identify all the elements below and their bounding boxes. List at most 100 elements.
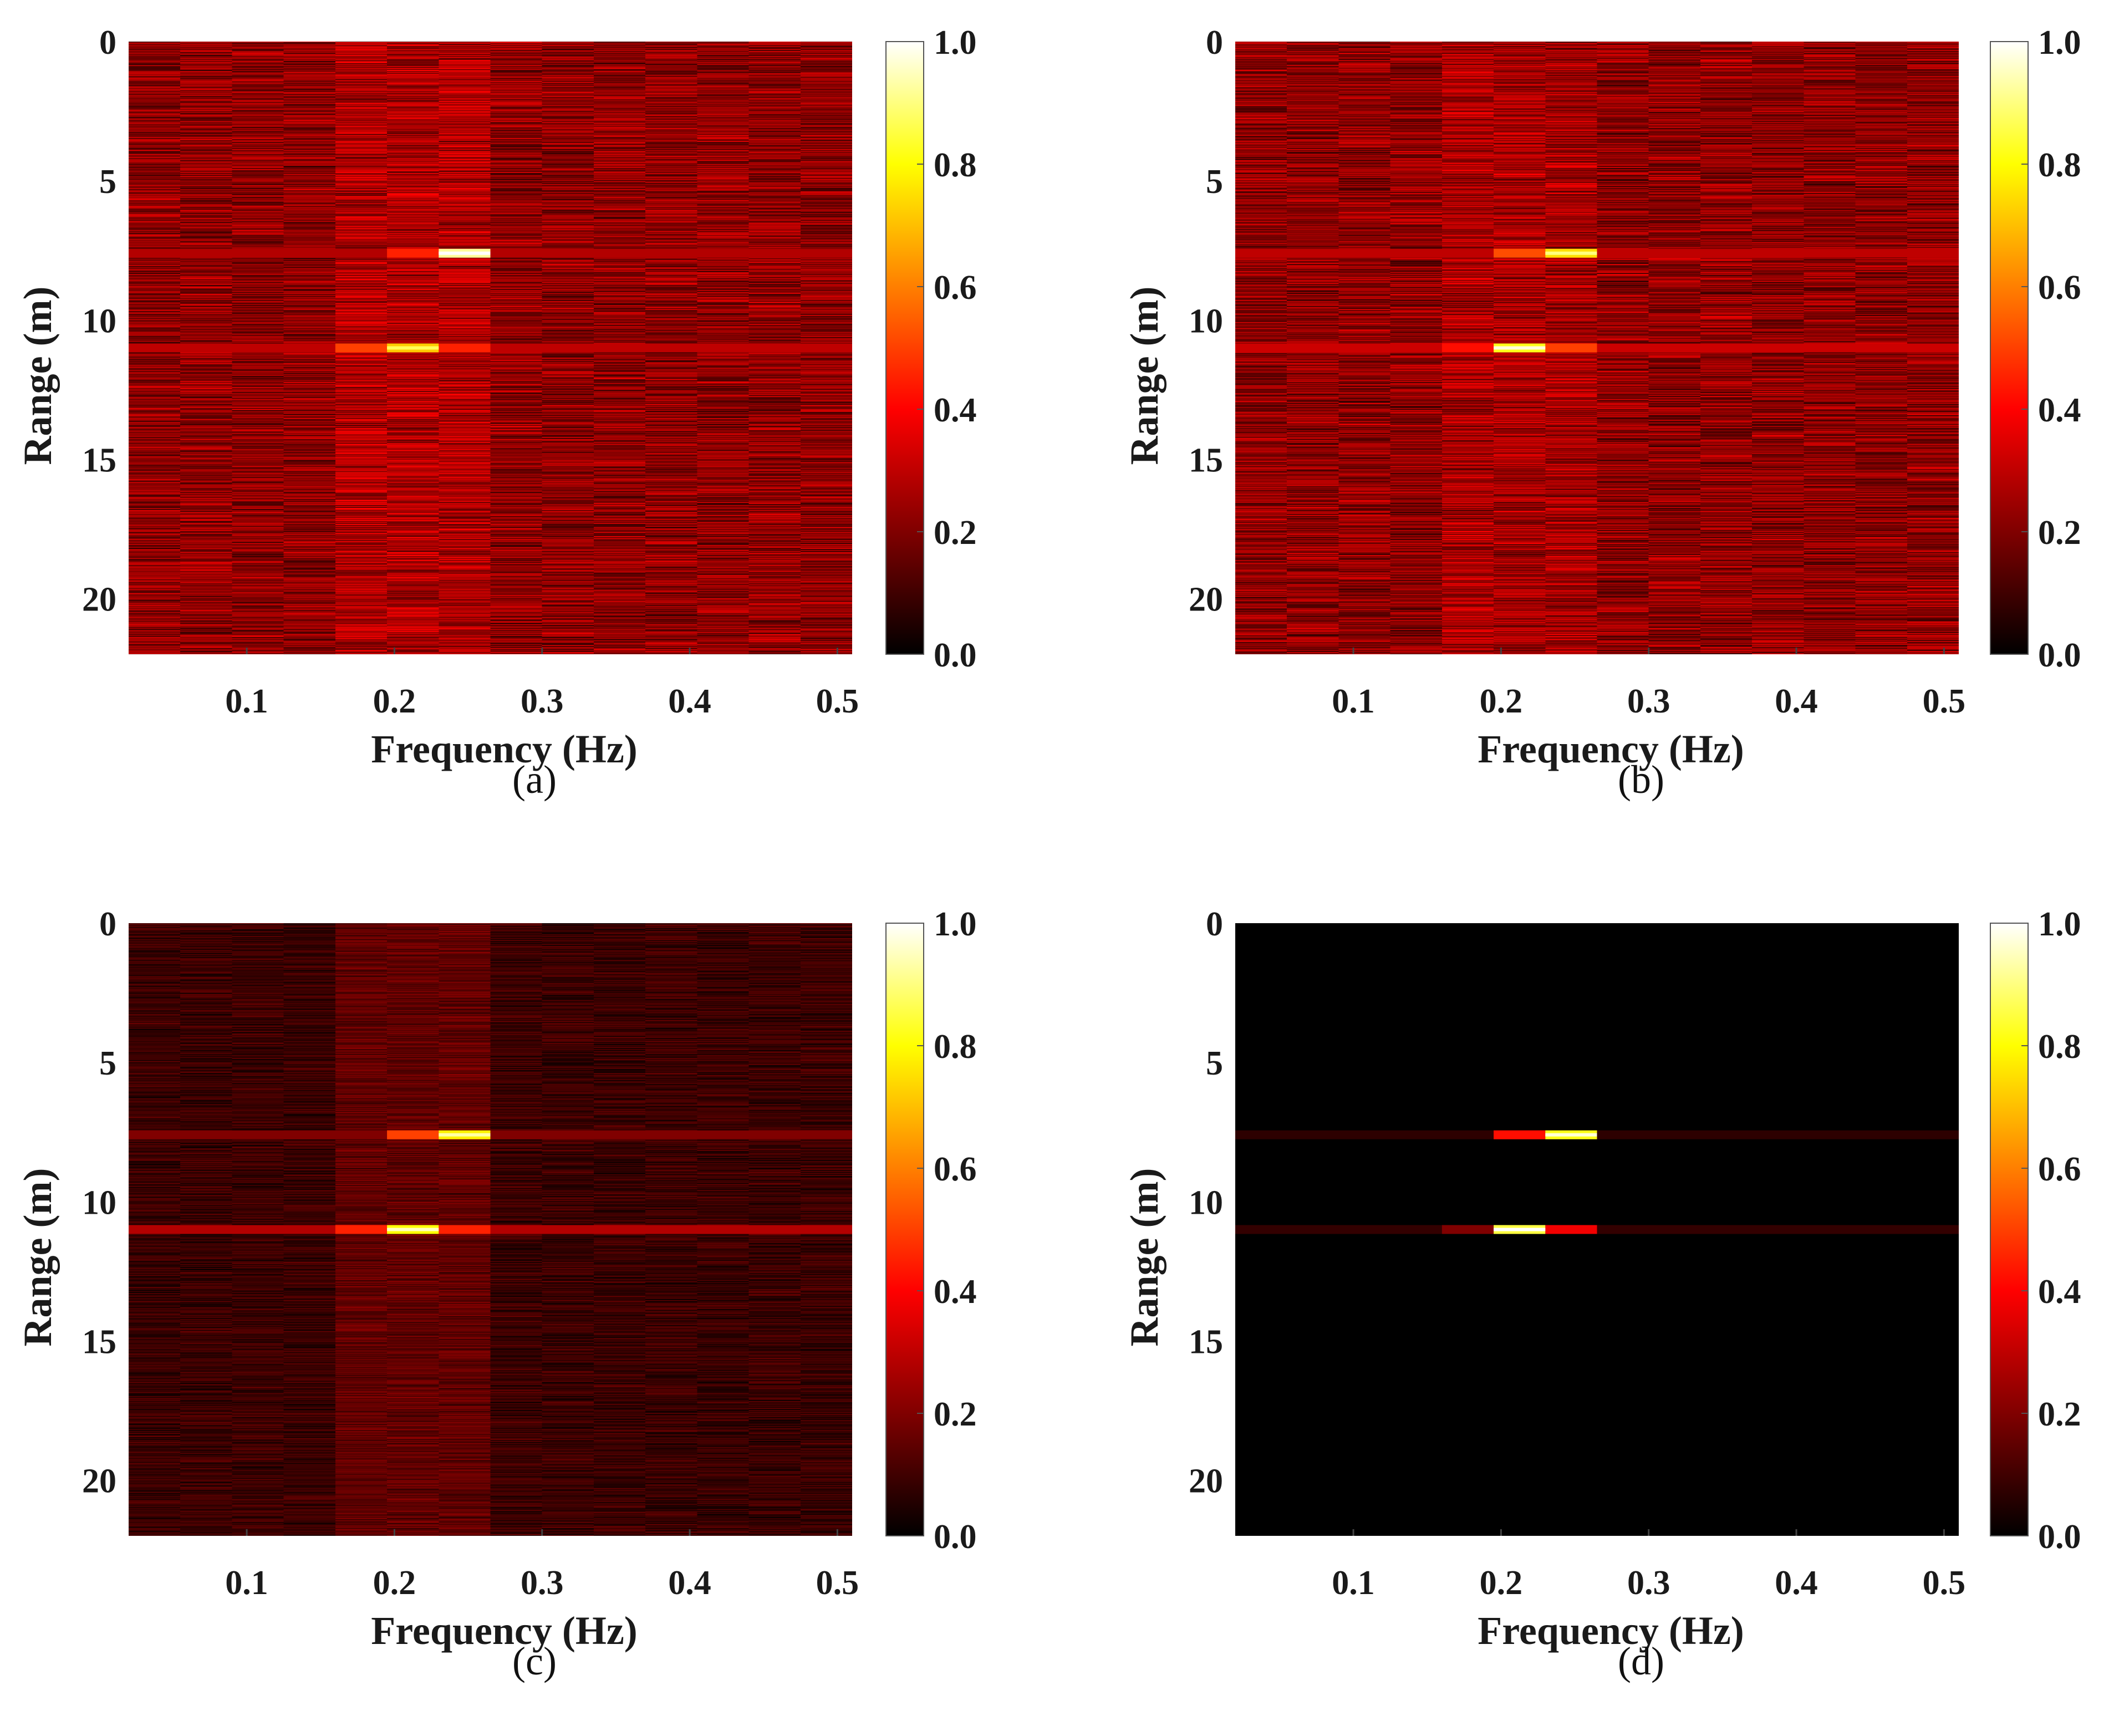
peak-mark [1494, 248, 1546, 258]
x-axis-label: Frequency (Hz) [1478, 727, 1744, 771]
peak-mark [1441, 343, 1494, 353]
peak-highlight [387, 346, 439, 350]
y-tick-label: 5 [1206, 1045, 1223, 1082]
panel-caption: (c) [512, 1639, 557, 1683]
colorbar-tick-label: 0.4 [2038, 1273, 2081, 1311]
peak-highlight [439, 251, 491, 255]
x-tick-label: 0.5 [816, 1564, 859, 1602]
colorbar-tick-label: 0.4 [934, 391, 977, 429]
y-tick-label: 15 [82, 441, 116, 479]
y-tick-label: 15 [1189, 441, 1223, 479]
colorbar [885, 923, 924, 1536]
peak-mark [1494, 1130, 1546, 1139]
x-tick-label: 0.4 [1775, 683, 1818, 720]
y-tick-label: 5 [99, 1045, 116, 1082]
x-axis-label: Frequency (Hz) [371, 727, 638, 771]
colorbar-tick-label: 0.6 [934, 269, 977, 307]
panel-caption: (b) [1618, 757, 1664, 802]
y-tick-label: 0 [1206, 24, 1223, 62]
colorbar-tick-label: 0.2 [2038, 514, 2081, 552]
x-tick-label: 0.3 [521, 683, 564, 720]
colorbar-tick-label: 1.0 [934, 905, 977, 943]
x-tick-label: 0.3 [1627, 683, 1670, 720]
peak-mark [387, 248, 439, 258]
panel-caption: (a) [512, 757, 557, 802]
colorbar-tick-label: 0.8 [934, 146, 977, 184]
y-tick-label: 0 [1206, 905, 1223, 943]
y-tick-label: 10 [82, 302, 116, 340]
y-tick-label: 20 [1189, 1463, 1223, 1500]
colorbar-tick-label: 0.0 [934, 637, 977, 674]
y-axis-label: Range (m) [16, 287, 60, 465]
colorbar-tick-label: 1.0 [934, 24, 977, 62]
y-tick-label: 10 [1189, 1184, 1223, 1221]
x-tick-label: 0.5 [816, 683, 859, 720]
x-tick-label: 0.1 [225, 683, 268, 720]
colorbar-tick-label: 0.2 [934, 514, 977, 552]
colorbar-tick-label: 0.8 [934, 1028, 977, 1066]
x-tick-label: 0.4 [668, 1564, 711, 1602]
colorbar [1990, 923, 2029, 1536]
y-tick-label: 20 [82, 581, 116, 619]
y-axis-label: Range (m) [1122, 287, 1166, 465]
peak-highlight [1545, 1133, 1597, 1137]
x-tick-label: 0.1 [1332, 683, 1375, 720]
y-tick-label: 20 [1189, 581, 1223, 619]
y-tick-label: 20 [82, 1463, 116, 1500]
x-tick-label: 0.5 [1923, 683, 1966, 720]
colorbar-tick-label: 0.8 [2038, 146, 2081, 184]
x-tick-label: 0.4 [668, 683, 711, 720]
peak-highlight [1545, 251, 1597, 255]
peak-mark [335, 1225, 388, 1234]
y-tick-label: 0 [99, 905, 116, 943]
y-tick-label: 0 [99, 24, 116, 62]
peak-mark [335, 343, 388, 353]
x-tick-label: 0.3 [521, 1564, 564, 1602]
colorbar-tick-label: 0.6 [2038, 269, 2081, 307]
peak-mark [439, 1225, 491, 1234]
y-tick-label: 15 [1189, 1323, 1223, 1361]
y-axis-label: Range (m) [1122, 1168, 1166, 1347]
colorbar-tick-label: 0.4 [2038, 391, 2081, 429]
peak-mark [1545, 343, 1597, 353]
peak-mark [387, 1130, 439, 1139]
y-axis-label: Range (m) [16, 1168, 60, 1347]
x-tick-label: 0.2 [1480, 683, 1523, 720]
x-tick-label: 0.1 [1332, 1564, 1375, 1602]
peak-highlight [1494, 346, 1546, 350]
x-tick-label: 0.4 [1775, 1564, 1818, 1602]
x-tick-label: 0.2 [373, 1564, 416, 1602]
x-tick-label: 0.3 [1627, 1564, 1670, 1602]
x-tick-label: 0.5 [1923, 1564, 1966, 1602]
colorbar-tick-label: 0.6 [2038, 1150, 2081, 1188]
colorbar-tick-label: 0.2 [934, 1396, 977, 1433]
x-tick-label: 0.2 [1480, 1564, 1523, 1602]
x-tick-label: 0.2 [373, 683, 416, 720]
colorbar [885, 41, 924, 655]
y-tick-label: 10 [82, 1184, 116, 1221]
colorbar-tick-label: 1.0 [2038, 905, 2081, 943]
peak-mark [439, 343, 491, 353]
colorbar-tick-label: 0.0 [2038, 1518, 2081, 1556]
panel-caption: (d) [1618, 1639, 1664, 1683]
colorbar-tick-label: 0.8 [2038, 1028, 2081, 1066]
y-tick-label: 10 [1189, 302, 1223, 340]
x-axis-label: Frequency (Hz) [1478, 1608, 1744, 1653]
colorbar-tick-label: 0.0 [934, 1518, 977, 1556]
colorbar-tick-label: 0.6 [934, 1150, 977, 1188]
x-axis-label: Frequency (Hz) [371, 1608, 638, 1653]
y-tick-label: 5 [1206, 163, 1223, 201]
x-tick-label: 0.1 [225, 1564, 268, 1602]
peak-highlight [1494, 1228, 1546, 1231]
y-tick-label: 15 [82, 1323, 116, 1361]
colorbar-tick-label: 0.4 [934, 1273, 977, 1311]
peak-highlight [439, 1133, 491, 1137]
colorbar-tick-label: 1.0 [2038, 24, 2081, 62]
colorbar-tick-label: 0.0 [2038, 637, 2081, 674]
y-tick-label: 5 [99, 163, 116, 201]
